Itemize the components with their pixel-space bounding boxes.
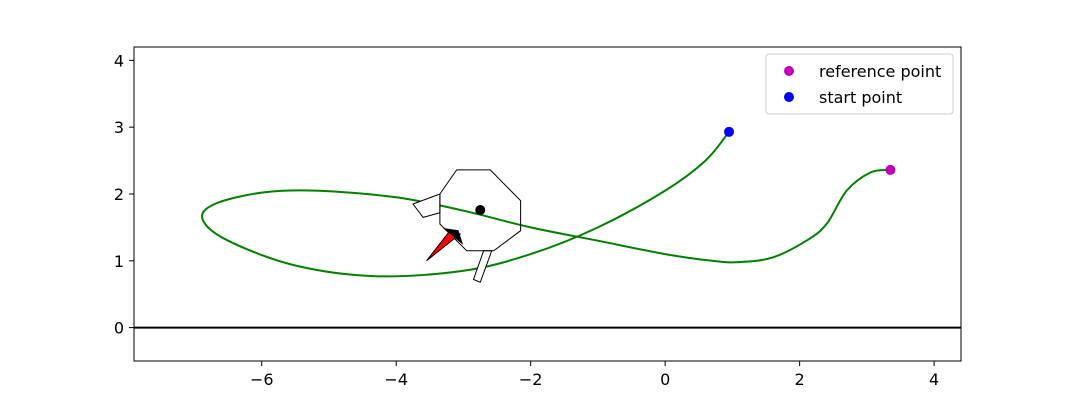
x-tick-label: 4 <box>929 370 939 389</box>
y-axis-ticks: 0 1 2 3 4 <box>114 51 134 338</box>
y-tick-label: 0 <box>114 319 124 338</box>
x-tick-label: 0 <box>660 370 670 389</box>
axes-frame <box>133 46 962 362</box>
legend-reference-marker <box>784 66 794 76</box>
x-axis-ticks: −6 −4 −2 0 2 4 <box>250 361 939 389</box>
legend-start-marker <box>784 92 794 102</box>
y-tick-label: 2 <box>114 185 124 204</box>
start-point <box>724 126 735 137</box>
x-tick-label: −6 <box>250 370 274 389</box>
legend-start-label: start point <box>819 88 902 107</box>
y-tick-label: 3 <box>114 118 124 137</box>
robot-center-point <box>475 205 486 216</box>
legend: reference point start point <box>765 53 954 115</box>
legend-reference-label: reference point <box>819 62 941 81</box>
legend-box <box>765 53 954 115</box>
plot-content <box>134 126 961 329</box>
reference-point <box>885 164 896 175</box>
y-tick-label: 4 <box>114 51 124 70</box>
y-tick-label: 1 <box>114 252 124 271</box>
robot-body <box>439 169 522 252</box>
plot-area <box>134 126 961 329</box>
x-tick-label: −4 <box>384 370 408 389</box>
x-tick-label: −2 <box>519 370 543 389</box>
trajectory-line <box>201 131 891 278</box>
x-tick-label: 2 <box>795 370 805 389</box>
robot-heading-arrowhead <box>442 227 464 245</box>
